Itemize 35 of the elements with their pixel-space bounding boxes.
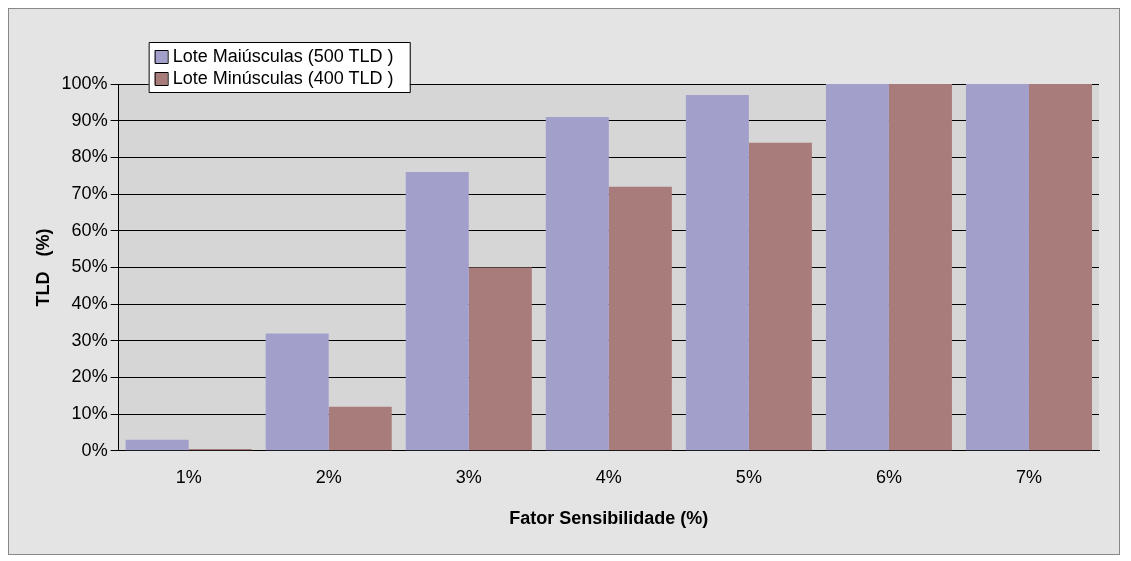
bar bbox=[328, 406, 392, 451]
y-tick-label: 50% bbox=[71, 256, 108, 277]
legend-label: Lote Minúsculas (400 TLD ) bbox=[172, 67, 394, 88]
bar bbox=[825, 84, 889, 451]
y-tick-label: 90% bbox=[71, 109, 108, 130]
x-tick-label: 5% bbox=[735, 466, 762, 487]
bar bbox=[685, 95, 749, 451]
x-tick-label: 2% bbox=[315, 466, 342, 487]
x-tick-label: 4% bbox=[595, 466, 622, 487]
bar bbox=[468, 267, 532, 451]
x-tick-label: 3% bbox=[455, 466, 482, 487]
legend-label: Lote Maiúsculas (500 TLD ) bbox=[172, 45, 394, 66]
y-tick-label: 40% bbox=[71, 293, 108, 314]
bar bbox=[888, 84, 952, 451]
bar bbox=[608, 186, 672, 451]
bar bbox=[405, 172, 469, 451]
x-tick-label: 6% bbox=[875, 466, 902, 487]
y-tick-label: 10% bbox=[71, 403, 108, 424]
bar bbox=[545, 117, 609, 451]
y-tick-label: 20% bbox=[71, 366, 108, 387]
y-tick-label: 0% bbox=[81, 439, 108, 460]
x-axis-title: Fator Sensibilidade (%) bbox=[509, 508, 709, 529]
bar bbox=[748, 142, 812, 451]
y-tick-label: 70% bbox=[71, 183, 108, 204]
bar bbox=[1028, 84, 1092, 451]
y-tick-label: 80% bbox=[71, 146, 108, 167]
y-axis-title: TLD (%) bbox=[32, 228, 53, 307]
bar bbox=[965, 84, 1029, 451]
y-tick-label: 30% bbox=[71, 329, 108, 350]
y-tick-label: 60% bbox=[71, 219, 108, 240]
bar bbox=[125, 439, 189, 451]
bar bbox=[265, 333, 329, 451]
x-tick-label: 7% bbox=[1015, 466, 1042, 487]
x-tick-label: 1% bbox=[175, 466, 202, 487]
y-tick-label: 100% bbox=[61, 72, 108, 93]
